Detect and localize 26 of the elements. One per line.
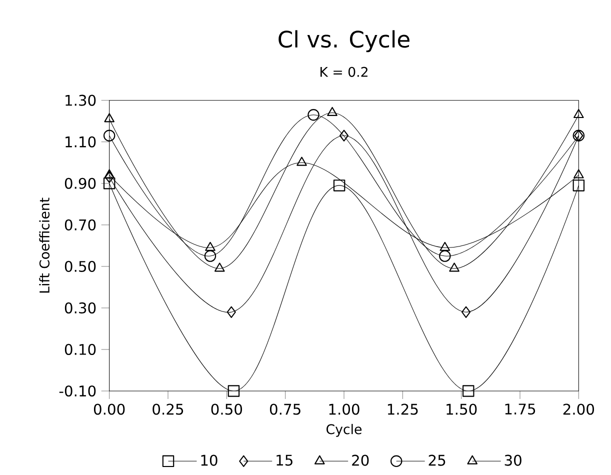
x-tick-label: 0.75	[270, 404, 300, 415]
y-tick-label: 0.90	[64, 178, 96, 189]
x-tick-label: 1.25	[388, 404, 418, 415]
chart-title: Cl vs. Cycle	[278, 30, 410, 52]
y-tick-label: 0.50	[64, 260, 96, 272]
y-tick-label: 1.10	[66, 136, 96, 148]
y-tick-label: 0.30	[64, 302, 96, 314]
legend-label: 15	[276, 454, 292, 466]
chart-subtitle: K = 0.2	[320, 66, 368, 77]
x-tick-label: 0.00	[94, 404, 125, 415]
x-tick-label: 1.50	[446, 404, 477, 415]
x-tick-label: 2.00	[563, 404, 594, 415]
y-tick-label: 0.70	[64, 219, 96, 230]
legend-label: 10	[201, 454, 218, 466]
y-tick-label: -0.10	[59, 385, 96, 397]
legend-label: 20	[352, 454, 369, 466]
x-tick-label: 0.50	[211, 404, 242, 415]
x-axis-title: Cycle	[326, 424, 362, 437]
y-tick-label: 1.30	[66, 94, 96, 106]
y-tick-label: 0.10	[64, 344, 96, 356]
x-tick-label: 0.25	[152, 404, 184, 415]
x-tick-label: 1.00	[329, 404, 360, 415]
legend-label: 30	[504, 454, 522, 466]
y-axis-title: Lift Coefficient	[39, 198, 50, 293]
x-tick-label: 1.75	[505, 404, 536, 415]
legend-label: 25	[428, 454, 446, 466]
